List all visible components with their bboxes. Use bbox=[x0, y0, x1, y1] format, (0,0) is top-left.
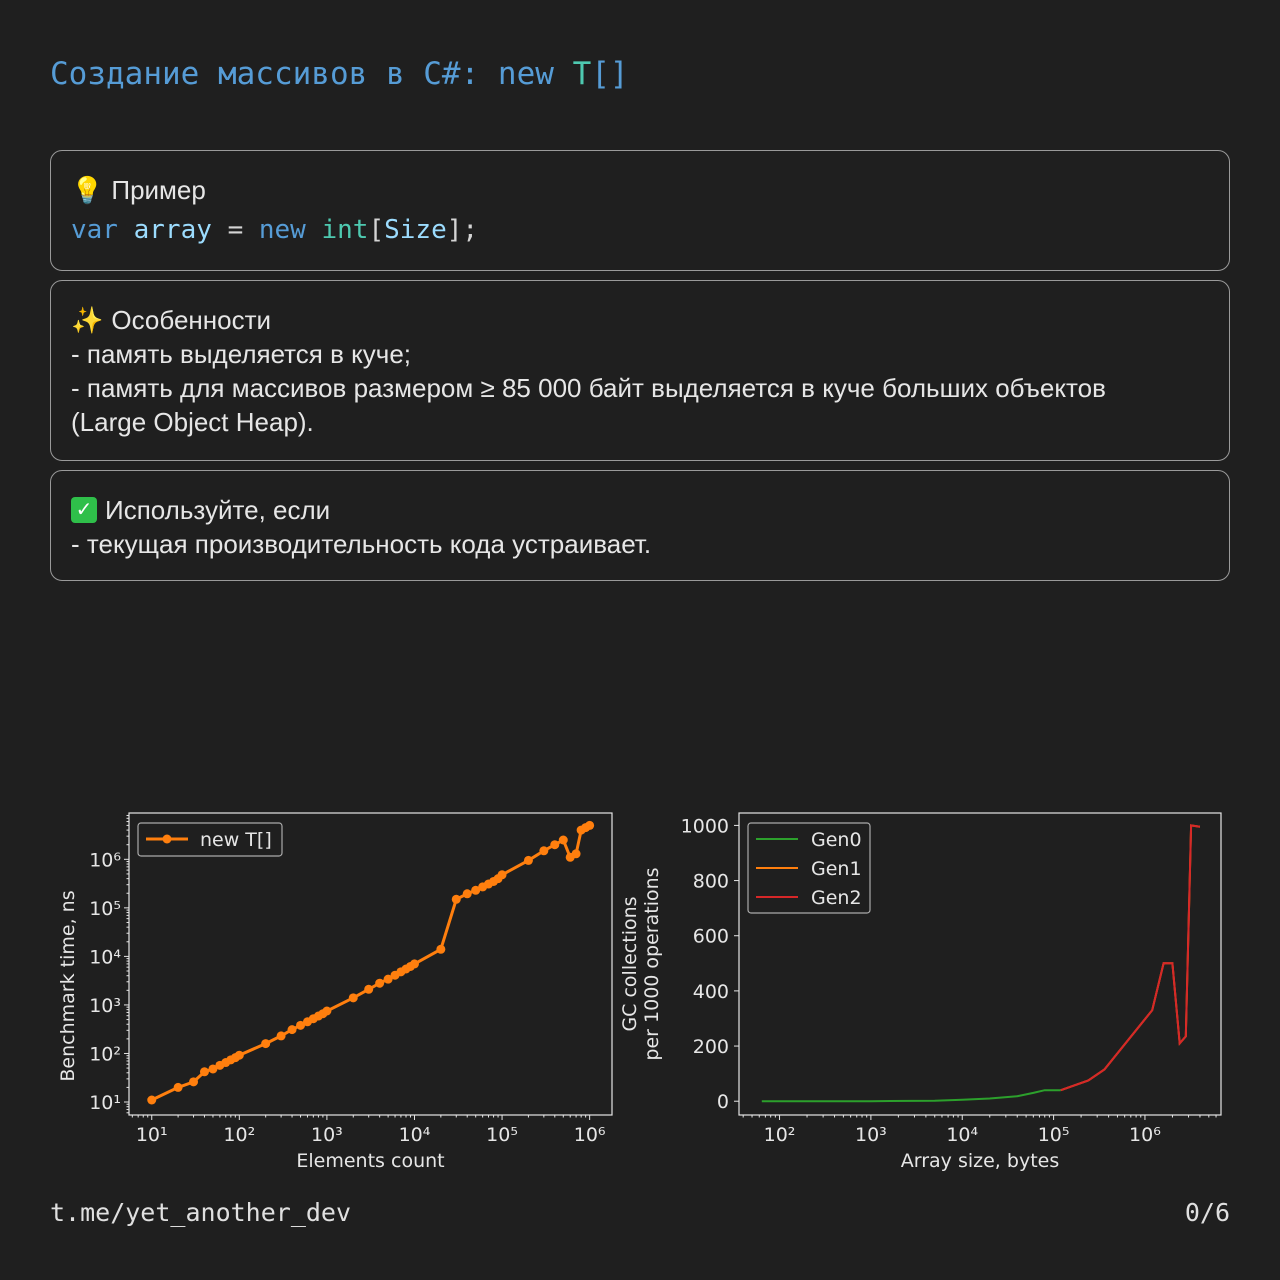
data-point bbox=[539, 846, 549, 856]
sparkles-icon: ✨ bbox=[71, 305, 104, 335]
data-point bbox=[550, 840, 560, 850]
page-title: Создание массивов в C#: new T[] bbox=[50, 56, 629, 92]
title-type: T bbox=[572, 56, 592, 92]
data-point bbox=[409, 959, 419, 969]
data-point bbox=[322, 1006, 332, 1016]
data-point bbox=[523, 855, 533, 865]
y-axis-label: GC collections bbox=[619, 896, 641, 1031]
data-point bbox=[348, 993, 358, 1003]
y-tick-label: 600 bbox=[693, 926, 729, 948]
y-tick-label: 10⁶ bbox=[89, 849, 121, 871]
data-point bbox=[471, 885, 481, 895]
y-tick-label: 10³ bbox=[89, 995, 121, 1017]
data-point bbox=[189, 1077, 199, 1087]
data-point bbox=[462, 889, 472, 899]
data-point bbox=[383, 974, 393, 984]
x-tick-label: 10⁶ bbox=[574, 1124, 606, 1146]
y-axis-label: per 1000 operations bbox=[641, 867, 663, 1060]
x-tick-label: 10³ bbox=[311, 1124, 343, 1146]
lightbulb-icon: 💡 bbox=[71, 175, 104, 205]
example-heading: Пример bbox=[111, 175, 206, 205]
data-point bbox=[296, 1020, 306, 1030]
features-card: ✨ Особенности - память выделяется в куче;… bbox=[50, 280, 1230, 461]
legend bbox=[747, 822, 871, 914]
y-tick-label: 10¹ bbox=[89, 1092, 121, 1114]
data-point bbox=[173, 1082, 183, 1092]
data-point bbox=[497, 870, 507, 880]
x-tick-label: 10² bbox=[764, 1124, 796, 1146]
x-axis-label: Array size, bytes bbox=[901, 1150, 1059, 1172]
data-point bbox=[276, 1031, 286, 1041]
y-tick-label: 10⁴ bbox=[89, 946, 121, 968]
y-tick-label: 10⁵ bbox=[89, 898, 121, 920]
y-tick-label: 0 bbox=[717, 1091, 729, 1113]
data-point bbox=[375, 978, 385, 988]
x-tick-label: 10⁴ bbox=[946, 1124, 978, 1146]
feature-line: - память для массивов размером ≥ 85 000 … bbox=[71, 373, 1106, 437]
data-point bbox=[208, 1064, 218, 1074]
page-counter: 0/6 bbox=[1184, 1198, 1230, 1227]
legend-marker bbox=[162, 834, 172, 844]
y-axis-label: Benchmark time, ns bbox=[57, 890, 79, 1081]
example-card: 💡 Пример var array = new int[Size]; bbox=[50, 150, 1230, 271]
channel-link[interactable]: t.me/yet_another_dev bbox=[50, 1198, 352, 1227]
y-tick-label: 10² bbox=[89, 1043, 121, 1065]
legend-label: Gen2 bbox=[811, 887, 862, 909]
y-tick-label: 200 bbox=[693, 1036, 729, 1058]
x-tick-label: 10⁵ bbox=[1038, 1124, 1070, 1146]
code-snippet: var array = new int[Size]; bbox=[71, 215, 479, 245]
use-if-heading: Используйте, если bbox=[105, 495, 331, 525]
data-point bbox=[234, 1050, 244, 1060]
data-point bbox=[261, 1039, 271, 1049]
data-point bbox=[147, 1095, 157, 1105]
check-icon: ✓ bbox=[71, 497, 97, 523]
legend-label: Gen0 bbox=[811, 829, 862, 851]
data-point bbox=[571, 849, 581, 859]
x-tick-label: 10⁴ bbox=[399, 1124, 431, 1146]
data-point bbox=[436, 944, 446, 954]
x-tick-label: 10³ bbox=[855, 1124, 887, 1146]
data-point bbox=[451, 894, 461, 904]
x-tick-label: 10² bbox=[223, 1124, 255, 1146]
use-if-card: ✓ Используйте, если - текущая производите… bbox=[50, 470, 1230, 581]
legend bbox=[137, 822, 283, 857]
data-point bbox=[287, 1025, 297, 1035]
series-line-Gen2 bbox=[1060, 824, 1201, 1092]
data-point bbox=[364, 984, 374, 994]
legend-label: new T[] bbox=[200, 829, 272, 851]
y-tick-label: 400 bbox=[693, 981, 729, 1003]
x-axis-label: Elements count bbox=[296, 1150, 444, 1172]
x-tick-label: 10¹ bbox=[136, 1124, 168, 1146]
use-if-line: - текущая производительность кода устраи… bbox=[71, 529, 652, 559]
y-tick-label: 800 bbox=[693, 871, 729, 893]
features-heading: Особенности bbox=[111, 305, 272, 335]
legend-label: Gen1 bbox=[811, 858, 862, 880]
data-point bbox=[199, 1067, 209, 1077]
data-point bbox=[558, 835, 568, 845]
series-line-Gen0 bbox=[761, 1089, 1061, 1103]
x-tick-label: 10⁵ bbox=[486, 1124, 518, 1146]
data-point bbox=[585, 820, 595, 830]
y-tick-label: 1000 bbox=[681, 815, 729, 837]
feature-line: - память выделяется в куче; bbox=[71, 339, 412, 369]
x-tick-label: 10⁶ bbox=[1129, 1124, 1161, 1146]
